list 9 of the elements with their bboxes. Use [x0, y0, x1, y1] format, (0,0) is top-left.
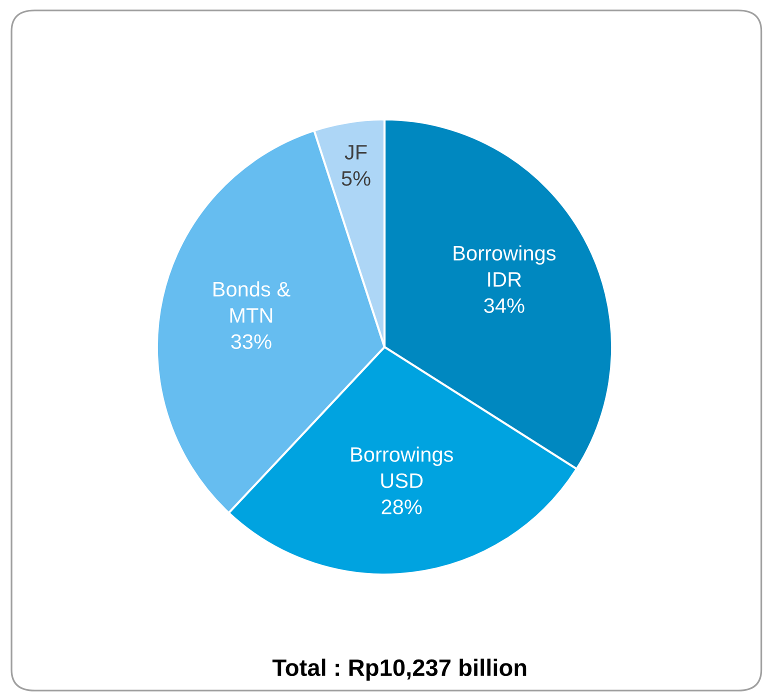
slice-label: Borrowings IDR [454, 245, 556, 287]
slice-label: Borrowings USD [351, 446, 453, 488]
data-label: 28% [382, 500, 422, 514]
slice-label: Bonds & MTN [214, 281, 290, 323]
slice-label: JF [344, 145, 367, 160]
data-label: 5% [342, 171, 370, 186]
data-label: 34% [484, 298, 524, 314]
text: Total : Rp10,237 billion [272, 658, 526, 681]
data-label: 33% [231, 334, 272, 350]
